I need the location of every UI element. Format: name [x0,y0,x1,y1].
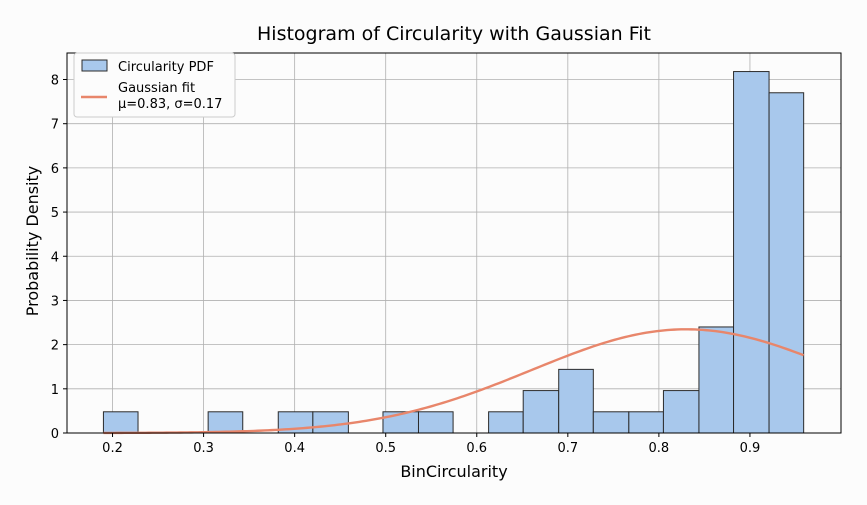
y-tick-label: 6 [51,162,59,177]
y-axis-ticks: 0 1 2 3 4 5 6 7 8 [51,74,67,442]
legend-box [73,52,236,118]
x-tick-label: 0.3 [193,441,214,456]
legend-label-fit-params: μ=0.83, σ=0.17 [118,97,222,112]
histogram-bar [312,411,349,434]
histogram-bar [488,411,524,434]
x-tick-label: 0.8 [649,441,670,456]
histogram-bar [207,411,244,434]
histogram-bar [102,411,139,434]
legend-label-fit: Gaussian fit [118,81,195,96]
y-axis-label: Probability Density [23,166,42,317]
histogram-bar [768,92,805,434]
plot-frame [66,52,842,434]
y-tick-label: 2 [51,339,59,354]
histogram-bar [733,71,770,434]
x-tick-label: 0.2 [102,441,123,456]
y-tick-label: 4 [51,250,59,265]
histogram-bar [628,411,664,434]
histogram-bar [662,390,700,434]
x-tick-label: 0.5 [375,441,396,456]
y-tick-label: 5 [51,206,59,221]
y-tick-label: 1 [51,383,59,398]
histogram-bar [417,411,454,434]
legend-label-histogram: Circularity PDF [118,60,214,75]
x-tick-label: 0.4 [284,441,305,456]
gaussian-fit-line [103,328,805,435]
chart-title: Histogram of Circularity with Gaussian F… [257,23,651,45]
y-tick-label: 3 [51,294,59,309]
x-axis-ticks: 0.2 0.3 0.4 0.5 0.6 0.7 0.8 0.9 [102,433,760,456]
y-tick-label: 8 [51,74,59,89]
x-tick-label: 0.9 [740,441,761,456]
histogram-bar [558,368,594,434]
histogram-bar [592,411,630,434]
legend-bar-swatch [81,59,108,72]
x-axis-label: BinCircularity [400,462,507,481]
y-tick-label: 0 [51,427,59,442]
legend: Circularity PDF Gaussian fit μ=0.83, σ=0… [73,52,236,118]
histogram-bars [102,71,805,434]
histogram-bar [522,390,560,434]
x-tick-label: 0.6 [466,441,487,456]
gaussian-fit-curve [103,328,805,435]
x-tick-label: 0.7 [557,441,578,456]
y-tick-label: 7 [51,118,59,133]
histogram-bar [698,326,735,434]
